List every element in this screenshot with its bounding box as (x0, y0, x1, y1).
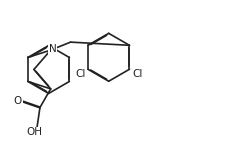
Text: Cl: Cl (75, 69, 85, 79)
Text: N: N (49, 44, 57, 54)
Text: O: O (14, 96, 22, 106)
Text: OH: OH (26, 127, 42, 138)
Text: Cl: Cl (132, 69, 142, 79)
